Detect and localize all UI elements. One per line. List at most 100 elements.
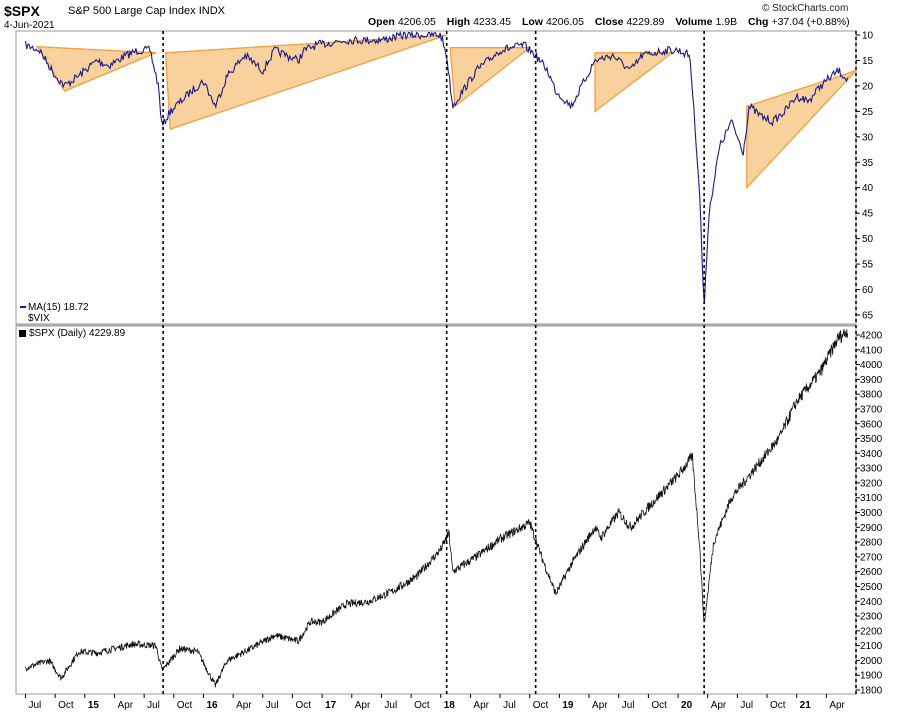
xtick-label: 21 (800, 700, 812, 711)
vertical-markers (162, 31, 857, 694)
xtick-label: Apr (711, 700, 727, 711)
spx-ytick-label: 2900 (860, 523, 883, 534)
xtick-label: Apr (592, 700, 608, 711)
open-label: Open (368, 16, 395, 28)
xtick-label: Apr (117, 700, 133, 711)
spx-ytick-label: 1900 (860, 671, 883, 682)
xtick-label: Jul (28, 700, 41, 711)
spx-legend: $SPX (Daily) 4229.89 (29, 328, 126, 339)
xtick-label: Oct (58, 700, 74, 711)
spx-ytick-label: 2200 (860, 626, 883, 637)
high-label: High (446, 16, 471, 28)
open-value: 4206.05 (397, 16, 436, 28)
volume-value: 1.9B (715, 16, 738, 28)
vix-ytick-label: 10 (862, 31, 874, 42)
spx-ytick-label: 3600 (860, 419, 883, 430)
triangle-annotation-2 (164, 34, 447, 131)
ticker-symbol: $SPX (4, 3, 40, 19)
xtick-label: 19 (562, 700, 574, 711)
spx-ytick-label: 2800 (860, 538, 883, 549)
spx-ytick-label: 1800 (860, 686, 883, 697)
spx-ytick-label: 4000 (860, 360, 883, 371)
spx-ytick-label: 3200 (860, 478, 883, 489)
vix-ytick-label: 15 (862, 56, 874, 67)
high-value: 4233.45 (473, 16, 512, 28)
vix-ma-line (24, 30, 849, 305)
spx-ytick-label: 3500 (860, 434, 883, 445)
spx-ytick-label: 4200 (860, 331, 883, 342)
xtick-label: Apr (355, 700, 371, 711)
vix-legend-symbol: $VIX (28, 313, 50, 324)
stockcharts-credit: © StockCharts.com (762, 3, 849, 14)
triangle-annotation-3 (449, 47, 532, 108)
spx-price-line (25, 328, 849, 688)
spx-ytick-label: 3400 (860, 449, 883, 460)
volume-label: Volume (675, 16, 713, 28)
spx-ytick-label: 3800 (860, 390, 883, 401)
vix-panel: 10 15 20 25 30 35 40 45 50 55 60 65 MA(15) 18.72$VIX (15, 30, 874, 326)
xtick-label: 16 (206, 700, 218, 711)
spx-ytick-label: 2700 (860, 552, 883, 563)
spx-ytick-label: 3700 (860, 404, 883, 415)
xtick-label: Oct (533, 700, 549, 711)
vix-ytick-label: 60 (862, 285, 874, 296)
vix-panel-frame (15, 30, 857, 325)
close-value: 4229.89 (626, 16, 665, 28)
chg-value: +37.04 (+0.88%) (771, 16, 850, 28)
xtick-label: Oct (295, 700, 311, 711)
xtick-label: 20 (681, 700, 693, 711)
xtick-label: Oct (177, 700, 193, 711)
chg-label: Chg (748, 16, 769, 28)
spx-ytick-label: 3000 (860, 508, 883, 519)
close-label: Close (594, 16, 624, 28)
xtick-label: Jul (740, 700, 753, 711)
vix-ytick-label: 50 (862, 234, 874, 245)
ticker-full-name: S&P 500 Large Cap Index (68, 5, 196, 17)
vix-ytick-label: 25 (862, 107, 874, 118)
xtick-label: Jul (384, 700, 397, 711)
vix-ytick-label: 55 (862, 260, 874, 271)
spx-ytick-label: 2000 (860, 656, 883, 667)
xtick-label: Apr (236, 700, 252, 711)
vix-ytick-label: 40 (862, 183, 874, 194)
spx-ytick-label: 4100 (860, 345, 883, 356)
vix-ytick-label: 30 (862, 132, 874, 143)
spx-ytick-label: 3900 (860, 375, 883, 386)
chart-date: 4-Jun-2021 (4, 20, 55, 31)
xtick-label: 15 (88, 700, 100, 711)
spx-ytick-label: 2500 (860, 582, 883, 593)
xtick-label: Apr (473, 700, 489, 711)
vix-ytick-label: 45 (862, 209, 874, 220)
low-value: 4206.05 (545, 16, 584, 28)
spx-ytick-label: 2100 (860, 641, 883, 652)
spx-panel-frame (15, 325, 857, 695)
xtick-label: 17 (325, 700, 337, 711)
xtick-label: Oct (770, 700, 786, 711)
spx-ytick-label: 2400 (860, 597, 883, 608)
ticker-name: S&P 500 Large Cap Index INDX (68, 5, 225, 17)
xtick-label: 18 (444, 700, 456, 711)
spx-legend-swatch (19, 330, 26, 337)
quote-summary: Open 4206.05 High 4233.45 Low 4206.05 Close… (368, 16, 850, 28)
ticker-exchange: INDX (198, 5, 225, 17)
xtick-label: Jul (147, 700, 160, 711)
low-label: Low (521, 16, 543, 28)
xtick-label: Oct (651, 700, 667, 711)
triangle-annotation-5 (746, 69, 857, 190)
xtick-label: Jul (266, 700, 279, 711)
vix-ytick-label: 35 (862, 158, 874, 169)
vix-ytick-label: 65 (862, 311, 874, 322)
x-axis: Jul Oct 15 Apr Jul Oct 16 Apr Jul Oct 17 Apr Jul Oct 1… (24, 694, 846, 711)
spx-ytick-label: 3300 (860, 464, 883, 475)
spx-ytick-label: 2300 (860, 612, 883, 623)
xtick-label: Apr (829, 700, 845, 711)
vix-ytick-label: 20 (862, 81, 874, 92)
spx-panel: 1800 1900 2000 2100 2200 2300 2400 2500 2600 2700… (15, 325, 883, 697)
vix-legend-ma: MA(15) 18.72 (28, 302, 89, 313)
xtick-label: Oct (414, 700, 430, 711)
xtick-label: Jul (503, 700, 516, 711)
xtick-label: Jul (622, 700, 635, 711)
spx-ytick-label: 3100 (860, 493, 883, 504)
spx-ytick-label: 2600 (860, 567, 883, 578)
